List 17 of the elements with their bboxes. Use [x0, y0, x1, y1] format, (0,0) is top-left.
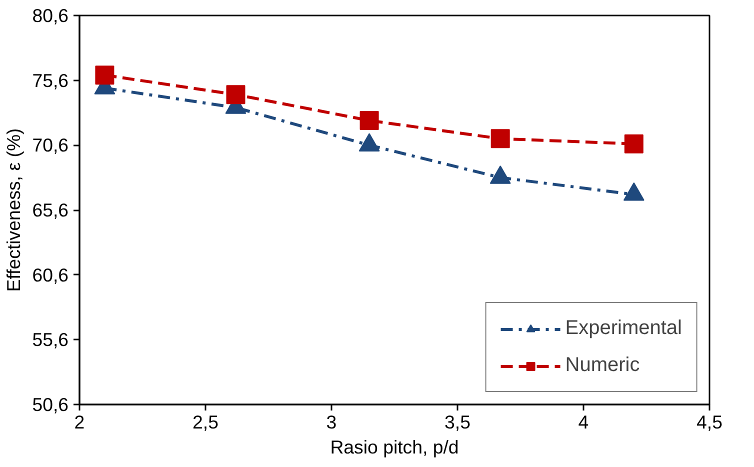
y-tick-label: 60,6 — [32, 264, 68, 286]
y-tick-label: 80,6 — [32, 5, 68, 26]
y-tick-label: 65,6 — [32, 200, 68, 220]
legend-label: Experimental — [565, 317, 682, 340]
y-axis-title: Effectiveness, ε (%) — [3, 128, 24, 292]
y-tick-label: 50,6 — [32, 394, 68, 415]
x-tick-label: 2,5 — [192, 412, 218, 432]
x-tick-label: 4,5 — [696, 412, 722, 432]
y-tick-label: 70,6 — [32, 134, 68, 156]
y-tick-label: 75,6 — [32, 70, 68, 91]
y-tick-label: 55,6 — [32, 329, 68, 350]
legend-label: Numeric — [565, 354, 640, 377]
x-axis-title: Rasio pitch, p/d — [330, 436, 459, 458]
x-tick-label: 3,5 — [444, 412, 470, 432]
x-tick-label: 2 — [74, 412, 85, 432]
x-tick-label: 4 — [578, 412, 589, 432]
x-tick-label: 3 — [326, 412, 337, 432]
